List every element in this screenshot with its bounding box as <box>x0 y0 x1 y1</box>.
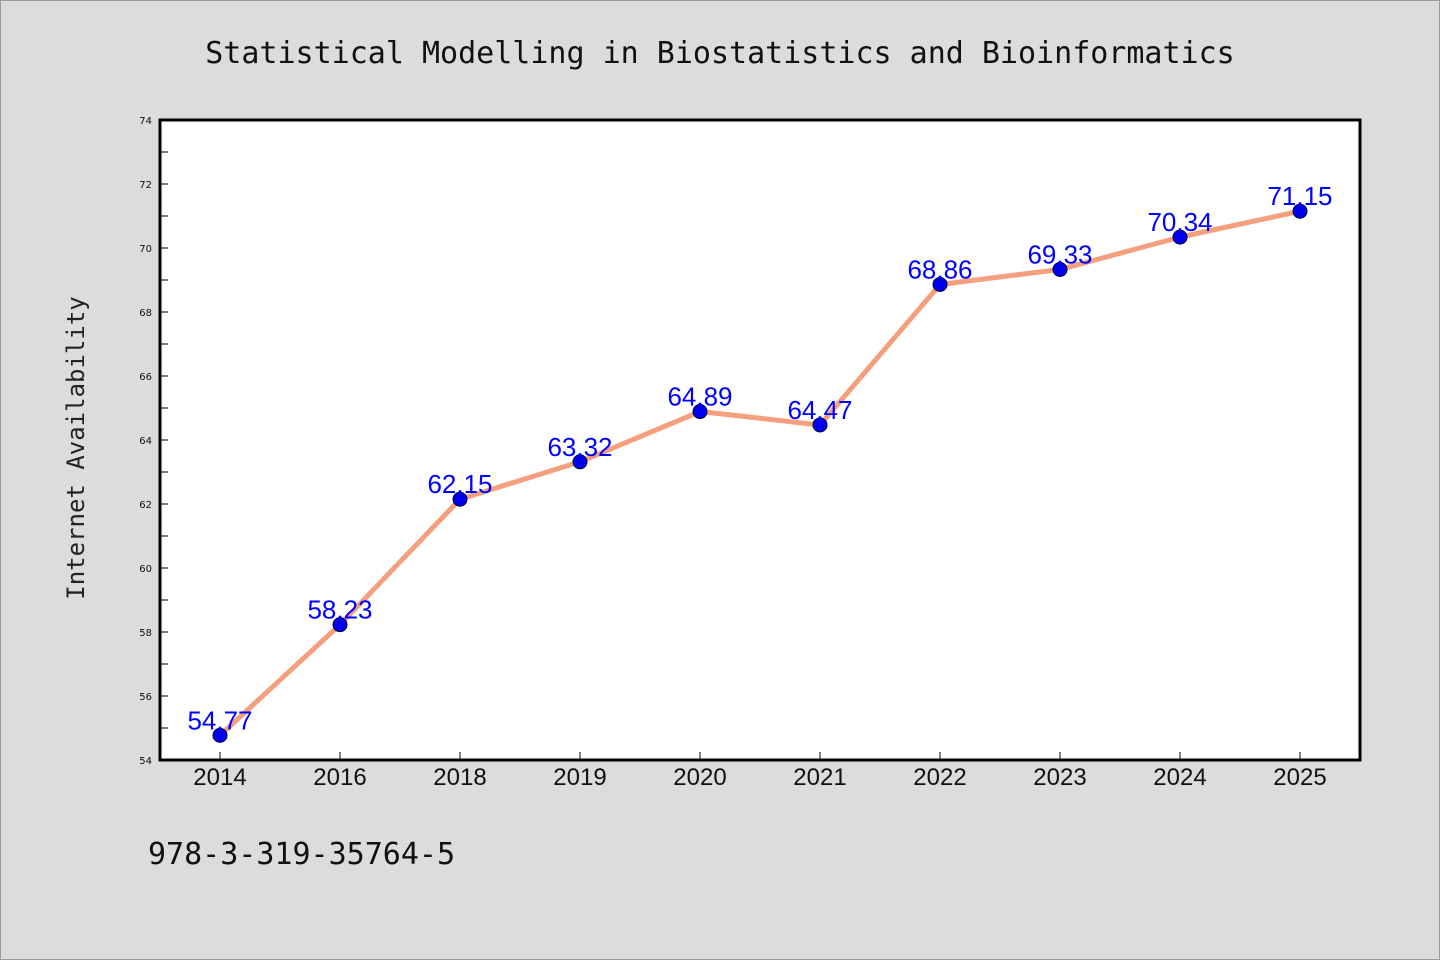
x-tick-label: 2018 <box>433 764 486 791</box>
y-tick-label: 62 <box>139 500 152 511</box>
y-tick-label: 60 <box>139 564 152 575</box>
data-point <box>692 404 708 420</box>
plot-area <box>158 118 1362 762</box>
data-label: 69.33 <box>1027 239 1092 269</box>
data-label: 68.86 <box>907 254 972 284</box>
data-label: 71.15 <box>1267 181 1332 211</box>
x-axis: 2014 2016 2018 2019 2020 2021 2022 2023 2024 2025 <box>193 752 1327 791</box>
y-tick-label: 70 <box>139 244 152 255</box>
data-point <box>1172 229 1188 245</box>
y-tick-label: 72 <box>139 180 152 191</box>
data-label: 54.77 <box>187 705 252 735</box>
chart-title: Statistical Modelling in Biostatistics a… <box>205 36 1235 71</box>
data-label: 70.34 <box>1147 207 1212 237</box>
y-tick-label: 66 <box>139 372 152 383</box>
series-group: 54.77 58.23 62.15 63.32 64.89 64.47 68.86 69.33… <box>187 181 1333 743</box>
x-tick-label: 2016 <box>313 764 366 791</box>
data-label: 63.32 <box>547 432 612 462</box>
y-axis: 54 56 58 60 62 64 66 68 70 72 74 <box>139 116 168 767</box>
data-point <box>212 727 228 743</box>
y-tick-label: 74 <box>139 116 152 127</box>
y-tick-label: 56 <box>139 692 152 703</box>
data-label: 64.89 <box>667 382 732 412</box>
data-point <box>452 491 468 507</box>
series-line <box>217 208 1303 738</box>
x-tick-label: 2024 <box>1153 764 1206 791</box>
data-point <box>1052 261 1068 277</box>
footnote-isbn: 978-3-319-35764-5 <box>148 837 455 872</box>
x-tick-label: 2023 <box>1033 764 1086 791</box>
x-tick-label: 2020 <box>673 764 726 791</box>
data-label: 62.15 <box>427 469 492 499</box>
y-tick-label: 64 <box>139 436 152 447</box>
data-label: 58.23 <box>307 595 372 625</box>
x-tick-label: 2022 <box>913 764 966 791</box>
y-tick-label: 54 <box>139 756 152 767</box>
data-point <box>332 617 348 633</box>
x-tick-label: 2014 <box>193 764 246 791</box>
data-point <box>1292 203 1308 219</box>
y-axis-label: Internet Availability <box>62 296 90 599</box>
data-label: 64.47 <box>787 395 852 425</box>
data-point <box>572 454 588 470</box>
data-point <box>932 276 948 292</box>
x-tick-label: 2021 <box>793 764 846 791</box>
data-point <box>812 417 828 433</box>
y-tick-label: 68 <box>139 308 152 319</box>
y-tick-label: 58 <box>139 628 152 639</box>
x-tick-label: 2025 <box>1273 764 1326 791</box>
x-tick-label: 2019 <box>553 764 606 791</box>
